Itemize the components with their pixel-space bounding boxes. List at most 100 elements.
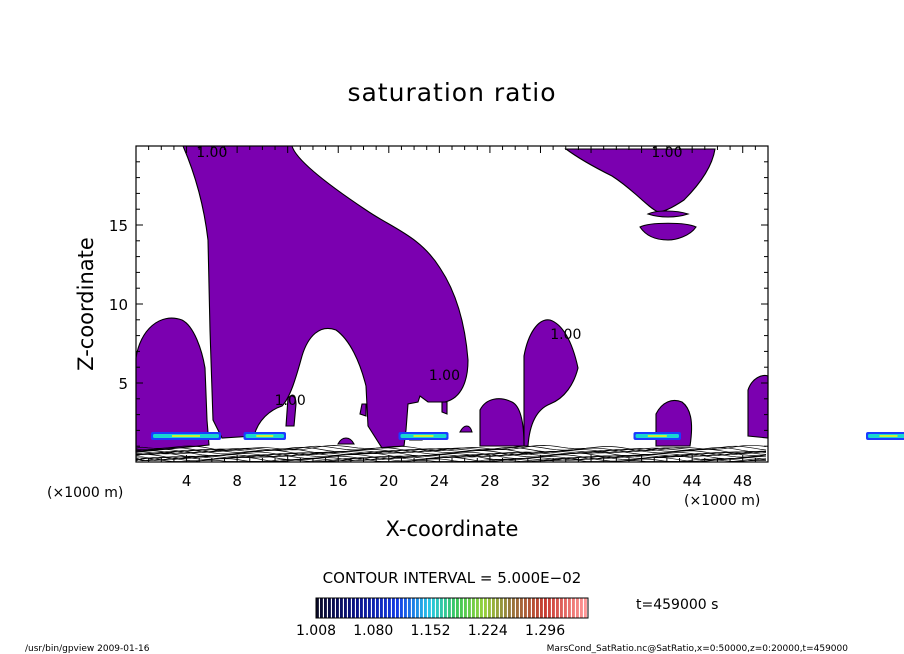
x-axis-ticks: 4 8 12 16 20 24 28 32 36 40 44 48 — [135, 146, 769, 490]
chart-title: saturation ratio — [347, 78, 556, 107]
region-13 — [459, 425, 473, 433]
colorbar-step-60 — [552, 598, 555, 618]
colorbar-step-31 — [436, 598, 439, 618]
region-4 — [479, 398, 525, 447]
contour-label-1: 1.00 — [196, 145, 227, 161]
colorbar-step-55 — [532, 598, 535, 618]
contour-labels: 1.00 1.00 1.00 1.00 1.00 — [196, 145, 682, 409]
surface-contour-7 — [135, 450, 767, 457]
high-value-patches — [151, 432, 904, 440]
x-tick-label-44: 44 — [683, 472, 702, 490]
x-tick-label-16: 16 — [329, 472, 348, 490]
colorbar-step-5 — [332, 598, 335, 618]
colorbar-step-2 — [320, 598, 323, 618]
colorbar-step-12 — [360, 598, 363, 618]
colorbar-step-30 — [432, 598, 435, 618]
x-tick-label-36: 36 — [581, 472, 600, 490]
colorbar-step-44 — [488, 598, 491, 618]
colorbar-step-4 — [328, 598, 331, 618]
colorbar-step-47 — [500, 598, 503, 618]
colorbar-step-23 — [404, 598, 407, 618]
colorbar-tick-5: 1.296 — [525, 623, 565, 639]
x-unit-right: (×1000 m) — [684, 493, 760, 509]
x-tick-label-40: 40 — [632, 472, 651, 490]
colorbar-step-25 — [412, 598, 415, 618]
colorbar-step-59 — [548, 598, 551, 618]
region-9 — [747, 374, 769, 439]
colorbar-tick-4: 1.224 — [468, 623, 508, 639]
time-label: t=459000 s — [636, 597, 718, 613]
region-3 — [523, 319, 579, 447]
region-2 — [182, 145, 469, 449]
colorbar-step-58 — [544, 598, 547, 618]
colorbar-tick-2: 1.080 — [353, 623, 393, 639]
surface-contour-11 — [135, 455, 767, 461]
colorbar-step-52 — [520, 598, 523, 618]
surface-contour-3 — [135, 446, 767, 454]
colorbar-step-7 — [340, 598, 343, 618]
contour-label-2: 1.00 — [651, 145, 682, 161]
colorbar-step-62 — [560, 598, 563, 618]
colorbar-frame — [315, 597, 589, 619]
colorbar-step-57 — [540, 598, 543, 618]
colorbar-step-34 — [448, 598, 451, 618]
colorbar-step-32 — [440, 598, 443, 618]
colorbar-step-66 — [576, 598, 579, 618]
contour-interval-label: CONTOUR INTERVAL = 5.000E−02 — [323, 569, 582, 587]
colorbar-step-63 — [564, 598, 567, 618]
region-1 — [135, 317, 210, 453]
colorbar-step-43 — [484, 598, 487, 618]
colorbar-step-10 — [352, 598, 355, 618]
region-12 — [441, 401, 448, 415]
colorbar-step-18 — [384, 598, 387, 618]
patch-core-1 — [172, 435, 200, 437]
x-tick-label-24: 24 — [430, 472, 449, 490]
colorbar-step-13 — [364, 598, 367, 618]
colorbar-step-36 — [456, 598, 459, 618]
x-tick-label-4: 4 — [182, 472, 192, 490]
footer-right: MarsCond_SatRatio.nc@SatRatio,x=0:50000,… — [547, 644, 849, 654]
region-14 — [337, 437, 355, 445]
colorbar-tick-1: 1.008 — [296, 623, 336, 639]
colorbar-step-50 — [512, 598, 515, 618]
patch-core-4 — [647, 435, 667, 437]
colorbar-step-41 — [476, 598, 479, 618]
colorbar-step-39 — [468, 598, 471, 618]
colorbar-step-14 — [368, 598, 371, 618]
colorbar-step-40 — [472, 598, 475, 618]
colorbar-tick-labels: 1.008 1.080 1.152 1.224 1.296 — [296, 623, 565, 639]
colorbar-step-3 — [324, 598, 327, 618]
colorbar-step-45 — [492, 598, 495, 618]
supersaturation-region — [135, 145, 769, 453]
colorbar-step-64 — [568, 598, 571, 618]
colorbar-step-19 — [388, 598, 391, 618]
colorbar-step-24 — [408, 598, 411, 618]
colorbar-step-11 — [356, 598, 359, 618]
colorbar-step-46 — [496, 598, 499, 618]
colorbar-step-28 — [424, 598, 427, 618]
surface-contour-12 — [135, 455, 766, 462]
colorbar-step-56 — [536, 598, 539, 618]
colorbar-step-61 — [556, 598, 559, 618]
colorbar-step-1 — [316, 598, 319, 618]
colorbar-step-54 — [528, 598, 531, 618]
patch-core-3 — [413, 435, 434, 437]
colorbar-step-26 — [416, 598, 419, 618]
y-tick-label-5: 5 — [118, 375, 128, 393]
contour-label-4: 1.00 — [429, 368, 460, 384]
colorbar-step-33 — [444, 598, 447, 618]
x-unit-left: (×1000 m) — [47, 485, 123, 501]
y-tick-label-10: 10 — [109, 296, 128, 314]
plot-area: 1.00 1.001.001.001.00 4 8 12 16 20 24 28 32 36 40 4… — [109, 145, 904, 490]
region-11 — [359, 403, 367, 417]
patch-core-2 — [256, 435, 274, 437]
colorbar-step-6 — [336, 598, 339, 618]
patch-core-5 — [879, 435, 898, 437]
contour-label-3: 1.00 — [550, 327, 581, 343]
colorbar-tick-3: 1.152 — [410, 623, 450, 639]
surface-contour-13 — [135, 456, 767, 462]
region-10 — [285, 395, 297, 427]
colorbar-step-38 — [464, 598, 467, 618]
colorbar-step-8 — [344, 598, 347, 618]
colorbar-step-37 — [460, 598, 463, 618]
